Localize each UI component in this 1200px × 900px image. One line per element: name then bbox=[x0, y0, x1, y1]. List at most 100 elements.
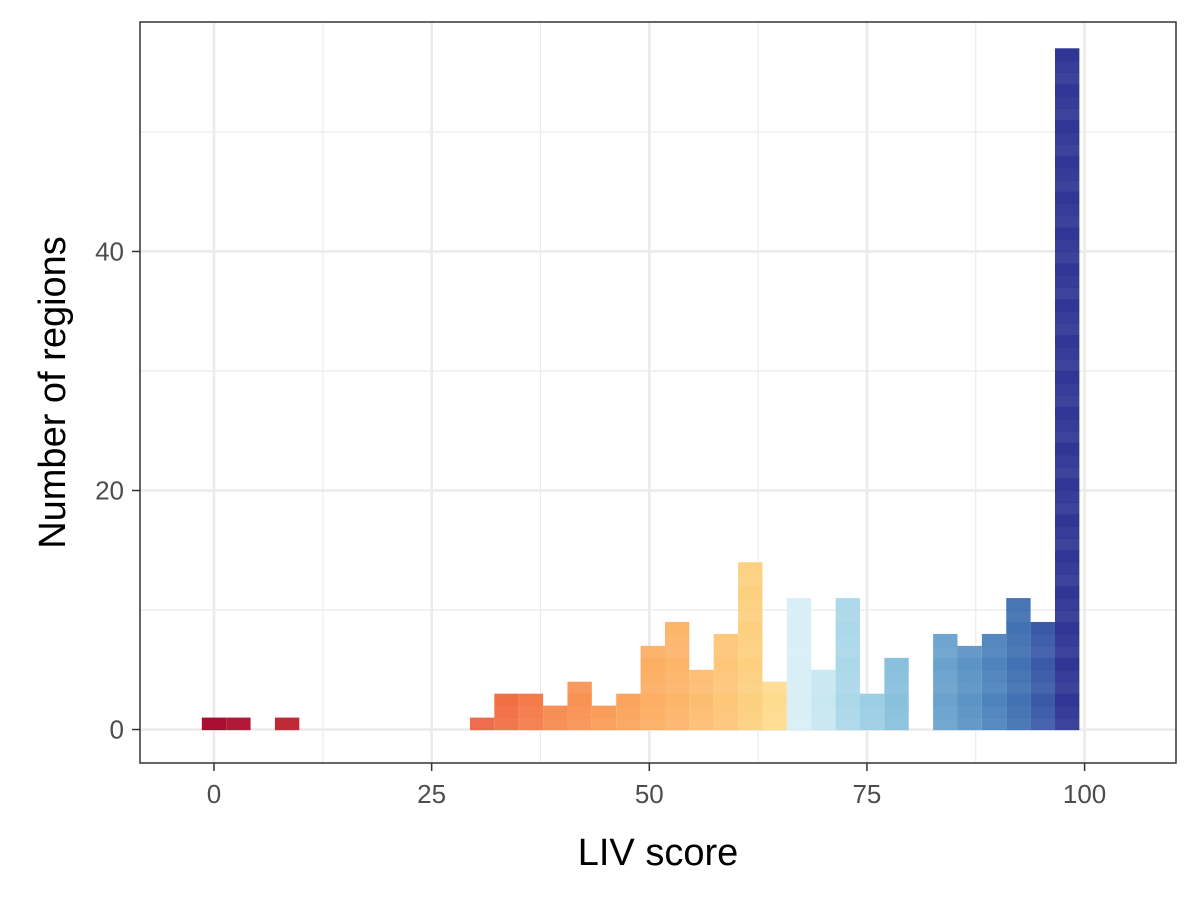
histogram-bar bbox=[689, 669, 714, 731]
histogram-bar bbox=[786, 598, 812, 731]
bar-segment bbox=[1054, 96, 1080, 109]
bar-segment bbox=[518, 693, 544, 707]
bar-segment bbox=[1054, 538, 1080, 551]
bar-segment bbox=[933, 693, 958, 707]
bar-segment bbox=[640, 669, 665, 683]
bar-segment bbox=[1054, 610, 1080, 623]
bar-segment bbox=[1054, 586, 1080, 599]
bar-segment bbox=[835, 633, 860, 647]
bar-segment bbox=[933, 657, 958, 671]
histogram-bar bbox=[1054, 48, 1080, 731]
bar-segment bbox=[494, 717, 519, 731]
bar-segment bbox=[1006, 705, 1031, 719]
bar-segment bbox=[981, 633, 1007, 647]
bar-segment bbox=[1054, 502, 1080, 516]
bar-segment bbox=[957, 669, 982, 683]
bar-segment bbox=[1054, 478, 1080, 492]
bar-segment bbox=[1054, 215, 1080, 229]
bar-segment bbox=[1054, 311, 1080, 324]
bar-segment bbox=[640, 681, 665, 695]
bar-segment bbox=[1054, 717, 1080, 731]
bar-segment bbox=[1054, 562, 1080, 575]
x-tick-label: 0 bbox=[207, 779, 221, 809]
bar-segment bbox=[664, 645, 690, 659]
bar-segment bbox=[981, 705, 1007, 719]
bar-segment bbox=[518, 705, 544, 719]
histogram-bar bbox=[469, 717, 495, 731]
bar-segment bbox=[1054, 179, 1080, 193]
bar-segment bbox=[1006, 669, 1031, 683]
bar-segment bbox=[1054, 394, 1080, 408]
histogram-bar bbox=[811, 669, 836, 731]
bar-segment bbox=[567, 681, 592, 695]
bar-segment bbox=[494, 693, 519, 707]
histogram-bar bbox=[884, 657, 909, 731]
bar-segment bbox=[1054, 681, 1080, 695]
bar-segment bbox=[1054, 466, 1080, 480]
bar-segment bbox=[1054, 633, 1080, 647]
histogram-bar bbox=[933, 633, 958, 731]
bar-segment bbox=[738, 693, 763, 707]
bar-segment bbox=[835, 657, 860, 671]
bar-segment bbox=[1054, 430, 1080, 444]
histogram-bar bbox=[859, 693, 885, 731]
bar-segment bbox=[1054, 347, 1080, 360]
bar-segment bbox=[811, 669, 836, 683]
bar-segment bbox=[786, 645, 812, 659]
bar-segment bbox=[543, 705, 568, 719]
bar-segment bbox=[762, 681, 787, 695]
x-tick-label: 75 bbox=[852, 779, 881, 809]
bar-segment bbox=[1054, 526, 1080, 539]
histogram-bar bbox=[664, 621, 690, 731]
x-tick-label: 100 bbox=[1063, 779, 1106, 809]
bar-segment bbox=[933, 705, 958, 719]
bar-segment bbox=[884, 657, 909, 671]
bar-segment bbox=[957, 645, 982, 659]
bar-segment bbox=[1054, 263, 1080, 276]
bar-segment bbox=[786, 705, 812, 719]
bar-segment bbox=[1006, 633, 1031, 647]
bar-segment bbox=[1006, 681, 1031, 695]
bar-segment bbox=[1054, 120, 1080, 133]
bar-segment bbox=[591, 705, 617, 719]
bar-segment bbox=[738, 705, 763, 719]
bar-segment bbox=[689, 669, 714, 683]
bar-segment bbox=[1054, 191, 1080, 205]
bar-segment bbox=[1054, 143, 1080, 157]
bar-segment bbox=[1054, 514, 1080, 527]
bar-segment bbox=[1006, 693, 1031, 707]
bar-segment bbox=[689, 681, 714, 695]
bar-segment bbox=[811, 693, 836, 707]
bar-segment bbox=[518, 717, 544, 731]
bar-segment bbox=[226, 717, 251, 731]
bar-segment bbox=[835, 681, 860, 695]
bar-segment bbox=[1054, 693, 1080, 707]
bar-segment bbox=[1006, 645, 1031, 659]
bar-segment bbox=[981, 645, 1007, 659]
bar-segment bbox=[713, 633, 739, 647]
bar-segment bbox=[1054, 705, 1080, 719]
bar-segment bbox=[543, 717, 568, 731]
bar-segment bbox=[1054, 382, 1080, 396]
bar-segment bbox=[664, 669, 690, 683]
bar-segment bbox=[786, 717, 812, 731]
histogram-bars bbox=[201, 48, 1080, 731]
bar-segment bbox=[1054, 669, 1080, 683]
bar-segment bbox=[1006, 598, 1031, 611]
bar-segment bbox=[1006, 610, 1031, 623]
bar-segment bbox=[664, 693, 690, 707]
bar-segment bbox=[1006, 621, 1031, 635]
bar-segment bbox=[1054, 227, 1080, 241]
bar-segment bbox=[762, 717, 787, 731]
bar-segment bbox=[1054, 454, 1080, 468]
x-tick-label: 25 bbox=[417, 779, 446, 809]
bar-segment bbox=[640, 657, 665, 671]
bar-segment bbox=[640, 717, 665, 731]
bar-segment bbox=[786, 693, 812, 707]
bar-segment bbox=[713, 645, 739, 659]
y-tick-label: 20 bbox=[95, 476, 124, 506]
bar-segment bbox=[664, 681, 690, 695]
histogram-bar bbox=[543, 705, 568, 731]
bar-segment bbox=[762, 705, 787, 719]
histogram-bar bbox=[1006, 598, 1031, 731]
